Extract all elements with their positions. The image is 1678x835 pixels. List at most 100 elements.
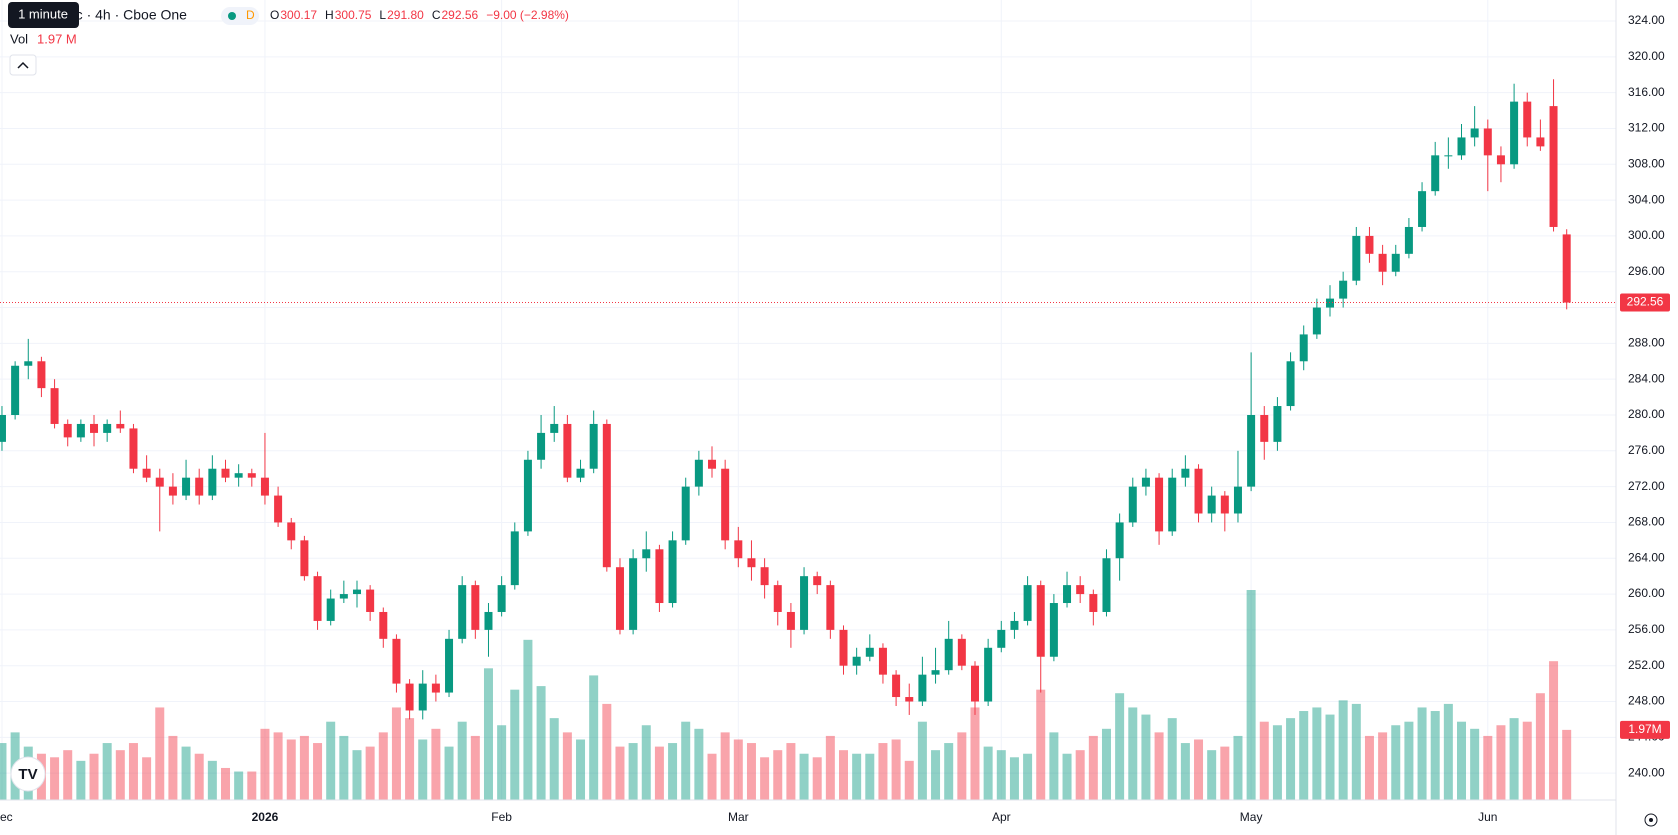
volume-bar bbox=[1154, 732, 1164, 800]
candle-body bbox=[50, 388, 59, 424]
volume-bar bbox=[63, 750, 73, 800]
volume-bar bbox=[602, 703, 612, 800]
y-tick-label: 280.00 bbox=[1628, 407, 1665, 421]
candle-body bbox=[800, 576, 809, 630]
candle-body bbox=[63, 423, 72, 438]
candle-body bbox=[1510, 101, 1519, 165]
candle-body bbox=[1378, 253, 1387, 272]
candle-body bbox=[984, 647, 993, 702]
candle-body bbox=[1168, 477, 1177, 532]
logo[interactable] bbox=[10, 756, 46, 792]
y-tick-label: 324.00 bbox=[1628, 13, 1665, 27]
candle-body bbox=[839, 629, 848, 666]
candle-body bbox=[523, 459, 532, 532]
candle-body bbox=[1339, 280, 1348, 299]
candle-body bbox=[786, 611, 795, 630]
y-tick-label: 304.00 bbox=[1628, 192, 1665, 206]
volume-bar bbox=[1338, 700, 1348, 800]
volume-bar bbox=[483, 668, 493, 800]
y-tick-label: 240.00 bbox=[1628, 765, 1665, 779]
y-tick-label: 288.00 bbox=[1628, 336, 1665, 350]
volume-bar bbox=[733, 739, 743, 800]
legend-change: −9.00 (−2.98%) bbox=[486, 8, 569, 22]
candle-body bbox=[563, 423, 572, 478]
volume-bar bbox=[221, 767, 231, 800]
y-tick-label: 252.00 bbox=[1628, 658, 1665, 672]
volume-bar bbox=[89, 753, 99, 800]
volume-bar bbox=[996, 750, 1006, 800]
volume-bar bbox=[917, 721, 927, 800]
volume-bar bbox=[589, 675, 599, 800]
volume-bar bbox=[1272, 725, 1282, 800]
candle-body bbox=[0, 414, 6, 442]
volume-bar bbox=[1286, 718, 1296, 800]
candle-body bbox=[602, 423, 611, 568]
candle-body bbox=[1141, 477, 1150, 487]
candle-body bbox=[1155, 477, 1164, 532]
candle-body bbox=[221, 468, 230, 478]
volume-bar bbox=[1075, 750, 1085, 800]
volume-bar bbox=[1325, 714, 1335, 800]
volume-bar bbox=[510, 689, 520, 800]
volume-bar bbox=[668, 743, 678, 800]
candle-body bbox=[247, 473, 256, 478]
candle-body bbox=[615, 567, 624, 630]
candle-body bbox=[1273, 406, 1282, 442]
interval-badge: D bbox=[246, 8, 255, 22]
candle-body bbox=[1470, 128, 1479, 138]
candle-body bbox=[721, 468, 730, 541]
x-tick-label: Feb bbox=[491, 810, 512, 824]
candle-body bbox=[155, 477, 164, 487]
candle-body bbox=[168, 486, 177, 496]
volume-bar bbox=[115, 750, 125, 800]
candle-body bbox=[1207, 495, 1216, 514]
candle-body bbox=[1286, 361, 1295, 407]
settings-icon[interactable] bbox=[1644, 813, 1658, 827]
y-tick-label: 256.00 bbox=[1628, 622, 1665, 636]
candle-body bbox=[103, 423, 112, 433]
candle-body bbox=[484, 611, 493, 630]
y-tick-label: 272.00 bbox=[1628, 479, 1665, 493]
status-badge[interactable] bbox=[221, 7, 259, 25]
volume-bar bbox=[957, 732, 967, 800]
y-tick-label: 284.00 bbox=[1628, 371, 1665, 385]
candle-body bbox=[405, 683, 414, 711]
collapse-button[interactable] bbox=[9, 54, 37, 76]
volume-bar bbox=[431, 728, 441, 800]
x-tick-label: Jun bbox=[1478, 810, 1497, 824]
volume-bar bbox=[944, 743, 954, 800]
y-tick-label: 260.00 bbox=[1628, 586, 1665, 600]
candle-body bbox=[90, 423, 99, 433]
candle-body bbox=[208, 468, 217, 496]
y-tick-label: 312.00 bbox=[1628, 121, 1665, 135]
candle-body bbox=[918, 674, 927, 702]
ohlc-legend: O 300.17 H 300.75 L 291.80 C 292.56 −9.00 (−2.98… bbox=[270, 8, 569, 22]
candle-body bbox=[1483, 128, 1492, 156]
volume-bar bbox=[1194, 739, 1204, 800]
candle-body bbox=[970, 665, 979, 702]
candle-body bbox=[1444, 155, 1453, 157]
volume-bar bbox=[181, 746, 191, 800]
candle-body bbox=[589, 423, 598, 469]
candle-body bbox=[1036, 585, 1045, 657]
candle-body bbox=[352, 589, 361, 595]
volume-bar bbox=[1088, 735, 1098, 800]
volume-bar bbox=[1062, 753, 1072, 800]
candle-body bbox=[260, 477, 269, 496]
tooltip-text: 1 minute bbox=[18, 6, 68, 21]
candle-body bbox=[339, 594, 348, 599]
candle-body bbox=[326, 598, 335, 621]
volume-bar bbox=[1417, 707, 1427, 800]
volume-bar bbox=[405, 718, 415, 800]
candle-body bbox=[878, 647, 887, 675]
volume-bar bbox=[260, 728, 270, 800]
candle-body bbox=[550, 423, 559, 433]
candle-body bbox=[760, 567, 769, 586]
candle-body bbox=[1496, 155, 1505, 165]
candle-body bbox=[1523, 101, 1532, 138]
candle-body bbox=[431, 683, 440, 693]
volume-bar bbox=[1207, 750, 1217, 800]
volume-bar bbox=[1457, 721, 1467, 800]
volume-bar bbox=[1549, 661, 1559, 800]
price-pane bbox=[0, 79, 1616, 720]
